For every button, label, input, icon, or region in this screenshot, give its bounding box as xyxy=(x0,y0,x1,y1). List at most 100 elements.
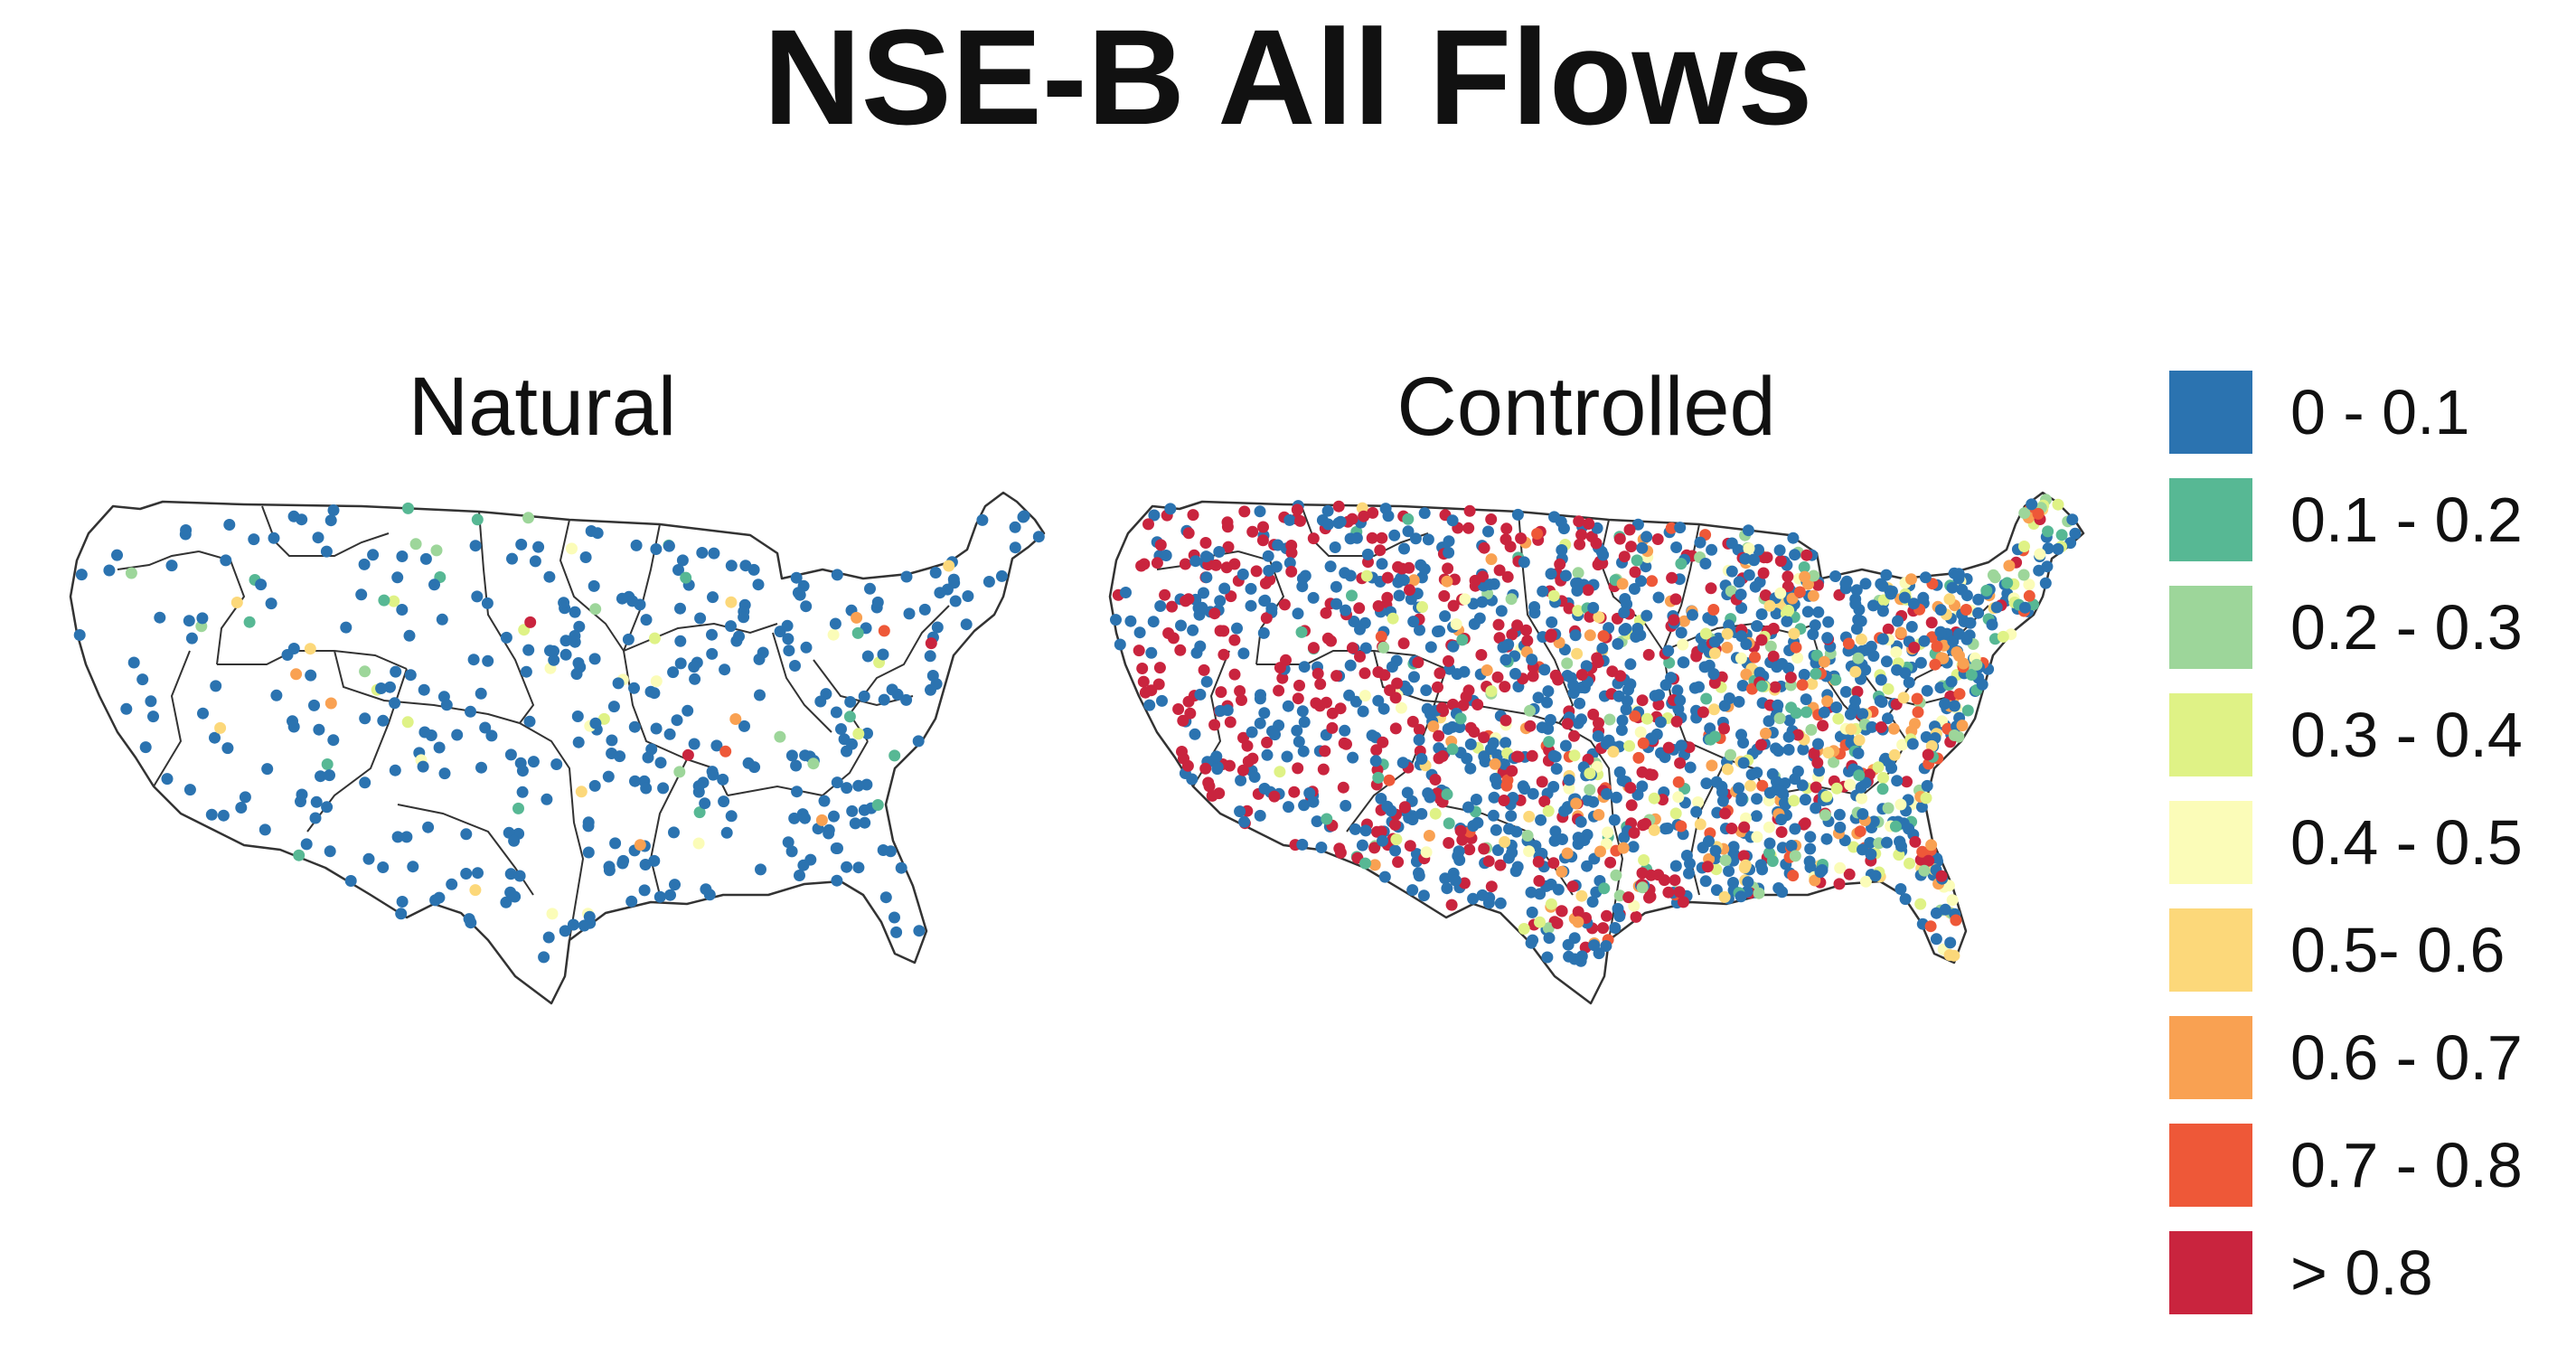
controlled-gauge-point xyxy=(1572,567,1584,579)
controlled-gauge-point xyxy=(2052,542,2064,555)
controlled-gauge-point xyxy=(1208,719,1221,731)
controlled-gauge-point xyxy=(1592,730,1604,742)
legend-item-5: 0.5- 0.6 xyxy=(2169,896,2523,1003)
controlled-gauge-point xyxy=(1965,669,1978,681)
controlled-gauge-point xyxy=(1372,600,1385,612)
controlled-gauge-point xyxy=(1699,627,1712,640)
natural-gauge-point xyxy=(469,540,482,552)
controlled-gauge-point xyxy=(1809,619,1821,632)
natural-gauge-point xyxy=(315,770,326,783)
natural-gauge-point xyxy=(579,551,592,563)
controlled-gauge-point xyxy=(1608,814,1621,826)
controlled-gauge-point xyxy=(1659,679,1672,692)
natural-gauge-point xyxy=(638,884,651,897)
natural-gauge-point xyxy=(725,810,738,823)
natural-gauge-point xyxy=(430,544,443,557)
natural-gauge-point xyxy=(220,554,232,567)
controlled-gauge-point xyxy=(1402,513,1415,525)
controlled-gauge-point xyxy=(1571,647,1584,660)
natural-gauge-point xyxy=(73,629,86,641)
natural-gauge-point xyxy=(878,693,890,706)
controlled-gauge-point xyxy=(1538,663,1551,676)
controlled-gauge-point xyxy=(1613,532,1626,545)
controlled-gauge-point xyxy=(1404,840,1416,852)
controlled-gauge-point xyxy=(1214,595,1227,607)
controlled-gauge-point xyxy=(1543,736,1556,748)
natural-gauge-point xyxy=(1009,541,1021,554)
controlled-gauge-point xyxy=(1339,724,1351,737)
natural-gauge-point xyxy=(753,653,766,665)
natural-gauge-point xyxy=(640,782,653,795)
controlled-gauge-point xyxy=(1570,797,1583,810)
controlled-gauge-point xyxy=(1270,560,1283,573)
controlled-gauge-point xyxy=(1834,861,1847,874)
natural-gauge-point xyxy=(752,579,765,591)
figure-title: NSE-B All Flows xyxy=(763,1,1813,153)
controlled-gauge-point xyxy=(1875,673,1887,686)
natural-gauge-point xyxy=(506,552,518,565)
natural-gauge-point xyxy=(791,786,804,798)
natural-gauge-point xyxy=(571,710,584,722)
natural-gauge-point xyxy=(653,890,666,903)
controlled-gauge-point xyxy=(1221,516,1234,529)
natural-gauge-point xyxy=(516,786,529,798)
natural-gauge-point xyxy=(654,757,667,769)
controlled-gauge-point xyxy=(1265,602,1278,615)
controlled-gauge-point xyxy=(1692,796,1705,808)
controlled-gauge-point xyxy=(1654,716,1667,729)
controlled-gauge-point xyxy=(1446,514,1459,527)
controlled-gauge-point xyxy=(1463,504,1476,517)
natural-gauge-point xyxy=(719,663,731,676)
controlled-gauge-point xyxy=(1918,864,1931,877)
controlled-gauge-point xyxy=(1320,607,1332,619)
controlled-gauge-point xyxy=(1735,652,1747,664)
controlled-gauge-point xyxy=(1443,817,1455,830)
natural-gauge-point xyxy=(355,588,368,601)
controlled-gauge-point xyxy=(1749,580,1762,593)
controlled-gauge-point xyxy=(1198,663,1210,676)
natural-gauge-point xyxy=(543,570,556,583)
controlled-gauge-point xyxy=(1494,859,1507,871)
controlled-gauge-point xyxy=(1228,634,1241,646)
controlled-gauge-point xyxy=(1555,515,1567,528)
controlled-gauge-point xyxy=(1295,626,1308,638)
controlled-gauge-point xyxy=(1918,635,1931,647)
natural-gauge-point xyxy=(575,786,588,798)
controlled-gauge-point xyxy=(1755,680,1768,692)
controlled-gauge-point xyxy=(1291,503,1303,516)
controlled-gauge-point xyxy=(1930,933,1942,946)
controlled-gauge-point xyxy=(1524,720,1537,732)
controlled-gauge-point xyxy=(1180,595,1192,607)
legend-label-2: 0.2 - 0.3 xyxy=(2290,591,2523,663)
controlled-gauge-point xyxy=(1568,729,1580,742)
controlled-gauge-point xyxy=(1675,558,1688,570)
natural-gauge-point xyxy=(879,891,892,904)
controlled-gauge-point xyxy=(1221,704,1234,717)
legend-swatch-7 xyxy=(2169,1123,2252,1207)
legend-item-1: 0.1 - 0.2 xyxy=(2169,466,2523,573)
controlled-gauge-point xyxy=(1488,578,1500,590)
controlled-gauge-point xyxy=(1245,599,1257,612)
natural-gauge-point xyxy=(446,878,458,890)
natural-gauge-point xyxy=(606,734,618,747)
controlled-gauge-point xyxy=(1200,550,1212,563)
controlled-gauge-point xyxy=(1789,823,1801,835)
controlled-gauge-point xyxy=(1761,551,1773,564)
controlled-gauge-point xyxy=(1744,779,1757,792)
controlled-gauge-point xyxy=(1493,564,1506,577)
controlled-gauge-point xyxy=(1209,559,1222,571)
controlled-gauge-point xyxy=(1315,842,1328,853)
controlled-gauge-point xyxy=(1666,571,1678,584)
natural-gauge-point xyxy=(524,616,537,628)
natural-gauge-point xyxy=(400,831,413,843)
controlled-gauge-point xyxy=(1738,821,1751,833)
natural-gauge-point xyxy=(680,571,692,584)
controlled-gauge-point xyxy=(1952,568,1965,580)
controlled-gauge-point xyxy=(2001,577,2014,589)
controlled-gauge-point xyxy=(1622,683,1634,696)
controlled-gauge-point xyxy=(1545,628,1557,641)
controlled-gauge-point xyxy=(1961,704,1974,717)
controlled-gauge-point xyxy=(1818,706,1830,719)
natural-gauge-point xyxy=(377,861,390,873)
natural-gauge-point xyxy=(692,837,705,850)
